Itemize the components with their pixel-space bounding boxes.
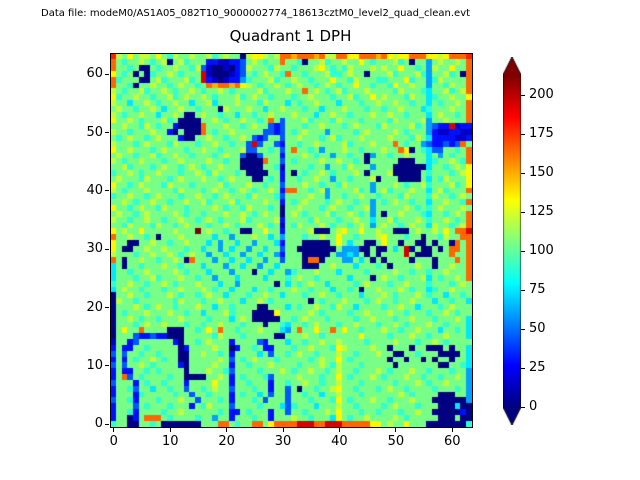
y-tick-label: 50 [86,124,103,140]
colorbar-tick-mark [521,250,525,252]
x-tick-mark [451,428,453,432]
x-tick-mark [395,428,397,432]
y-tick-label: 30 [86,241,103,257]
x-tick-label: 0 [109,434,118,449]
y-tick-label: 20 [86,299,103,315]
y-tick-label: 60 [86,66,103,82]
colorbar-tick-label: 100 [529,243,554,259]
heatmap [110,53,473,428]
colorbar-tick-mark [521,328,525,330]
x-tick-mark [169,428,171,432]
x-tick-label: 50 [387,434,405,449]
x-tick-mark [113,428,115,432]
y-tick-mark [105,307,109,309]
colorbar-tick-mark [521,172,525,174]
colorbar-tick-label: 0 [529,399,538,414]
y-tick-mark [105,73,109,75]
x-tick-label: 60 [443,434,461,449]
colorbar-tick-mark [521,406,525,408]
x-tick-label: 30 [274,434,292,449]
colorbar-tick-mark [521,94,525,96]
data-file-text: Data file: modeM0/AS1A05_082T10_90000027… [41,8,471,19]
y-tick-mark [105,248,109,250]
colorbar-tick-label: 200 [529,87,554,103]
x-tick-mark [282,428,284,432]
colorbar-tick-label: 125 [529,204,554,220]
colorbar-tick-label: 50 [529,321,546,337]
x-tick-mark [338,428,340,432]
colorbar-tick-label: 175 [529,126,554,142]
colorbar-tick-label: 75 [529,282,546,298]
y-tick-label: 40 [86,182,103,198]
colorbar-tick-mark [521,367,525,369]
x-tick-label: 10 [161,434,179,449]
y-tick-label: 10 [86,357,103,373]
x-tick-label: 20 [218,434,235,449]
colorbar-tick-mark [521,211,525,213]
colorbar-tick-mark [521,133,525,135]
colorbar [503,57,521,425]
colorbar-tick-label: 25 [529,360,546,376]
plot-title: Quadrant 1 DPH [229,27,352,45]
x-tick-mark [226,428,228,432]
y-tick-mark [105,132,109,134]
colorbar-tick-mark [521,289,525,291]
y-tick-mark [105,190,109,192]
y-tick-mark [105,365,109,367]
y-tick-label: 0 [94,416,103,432]
heatmap-canvas [111,54,472,427]
y-tick-mark [105,423,109,425]
x-tick-label: 40 [331,434,348,449]
colorbar-tick-label: 150 [529,165,554,181]
